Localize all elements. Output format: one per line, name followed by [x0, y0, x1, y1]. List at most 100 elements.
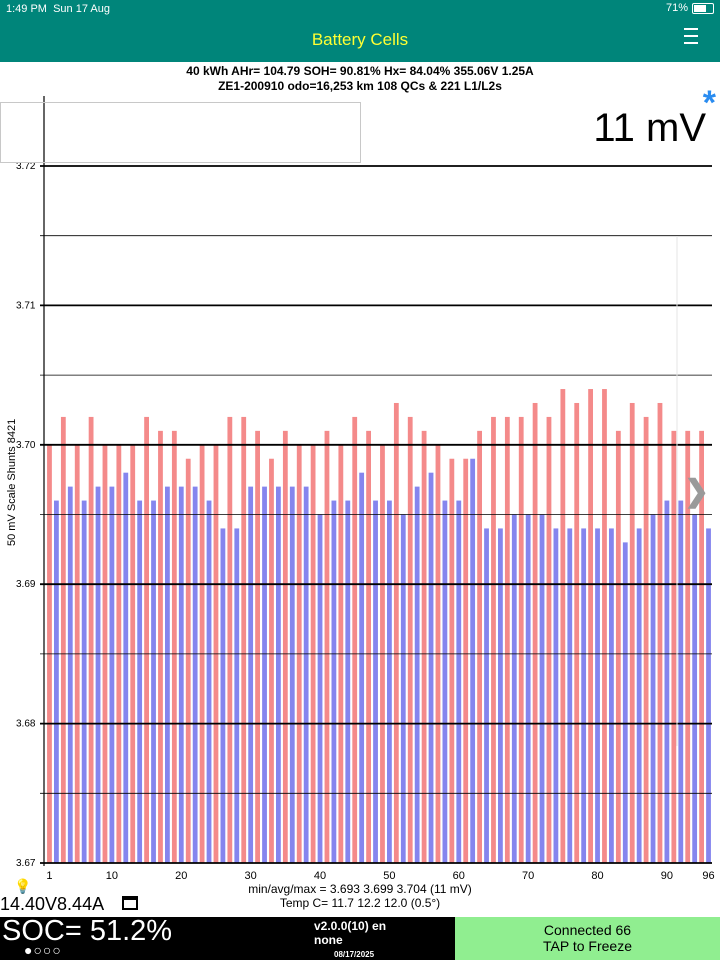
- hamburger-menu-icon[interactable]: [684, 28, 698, 48]
- cell-bar: [650, 514, 656, 863]
- cell-bar: [504, 416, 510, 863]
- next-chevron-icon[interactable]: ❯: [684, 475, 710, 508]
- cell-bar: [470, 458, 476, 863]
- cell-bar: [95, 486, 101, 863]
- cell-bar: [387, 500, 392, 863]
- lightbulb-icon[interactable]: 💡: [14, 878, 32, 894]
- cell-bar: [407, 416, 413, 863]
- x-tick-label: 10: [106, 870, 118, 882]
- cell-bar: [491, 416, 496, 863]
- y-tick-label: 3.67: [16, 858, 36, 869]
- cell-bar: [511, 514, 517, 863]
- cell-bar: [303, 486, 309, 863]
- cell-bar: [518, 416, 524, 863]
- cell-bar: [123, 472, 129, 863]
- legend-box: [0, 102, 361, 163]
- cell-bar: [60, 416, 66, 863]
- cell-bar: [546, 416, 552, 863]
- status-bar: 1:49 PM Sun 17 Aug 71%: [0, 0, 720, 18]
- cell-bar: [581, 528, 587, 863]
- cell-stats-line: min/avg/max = 3.693 3.699 3.704 (11 mV): [248, 882, 472, 896]
- y-tick-label: 3.72: [16, 161, 36, 172]
- cell-bar: [393, 402, 399, 863]
- cell-bar: [657, 402, 663, 863]
- cell-bar: [553, 528, 559, 863]
- header-info-line-1: 40 kWh AHr= 104.79 SOH= 90.81% Hx= 84.04…: [186, 64, 534, 78]
- cell-bar: [414, 486, 420, 863]
- cell-bar: [498, 528, 503, 863]
- cell-bar: [428, 472, 434, 863]
- cell-bar: [109, 486, 115, 863]
- battery-icon: [692, 2, 714, 14]
- cell-bar: [234, 528, 240, 863]
- soc-value: SOC= 51.2%: [2, 915, 173, 947]
- cell-bar: [185, 458, 191, 863]
- cell-bar: [629, 402, 635, 863]
- cell-bar: [456, 500, 462, 863]
- x-tick-label: 70: [522, 870, 534, 882]
- cell-bar: [262, 486, 267, 863]
- cell-bar: [192, 486, 198, 863]
- x-tick-label: 50: [383, 870, 395, 882]
- cell-bar: [88, 416, 94, 863]
- date-text: 08/17/2025: [334, 950, 375, 959]
- cell-bar: [615, 430, 621, 863]
- cell-bar: [54, 500, 59, 863]
- x-tick-label: 20: [175, 870, 187, 882]
- header-info-line-2: ZE1-200910 odo=16,253 km 108 QCs & 221 L…: [218, 79, 502, 93]
- calendar-icon[interactable]: [122, 896, 138, 910]
- cell-voltage-chart[interactable]: 3.67 3.68 3.69 3.70 3.71 3.72 1 10 20 30 40 50 60 70 8…: [0, 0, 720, 882]
- none-text: none: [314, 933, 343, 947]
- nav-bar: Battery Cells: [0, 18, 720, 62]
- cell-bar: [609, 528, 614, 863]
- x-tick-label: 96: [702, 870, 714, 882]
- page-dots[interactable]: ●○○○: [24, 942, 62, 958]
- cell-bar: [442, 500, 448, 863]
- connected-status: Connected 66: [543, 922, 632, 938]
- soc-panel[interactable]: SOC= 51.2% ●○○○: [0, 915, 300, 960]
- cell-bar: [220, 528, 226, 863]
- cell-bar: [276, 486, 281, 863]
- cell-bar: [477, 430, 482, 863]
- cell-bar: [664, 500, 670, 863]
- x-tick-label: 40: [314, 870, 326, 882]
- cell-bar: [178, 486, 184, 863]
- cell-bar: [165, 486, 170, 863]
- y-tick-label: 3.71: [16, 300, 36, 311]
- cell-bar: [352, 416, 358, 863]
- cell-bar: [282, 430, 288, 863]
- x-tick-label: 30: [245, 870, 257, 882]
- cell-bar: [706, 528, 711, 863]
- cell-bar: [636, 528, 642, 863]
- cell-bar: [595, 528, 600, 863]
- version-panel: v2.0.0(10) en none 08/17/2025: [300, 917, 455, 960]
- cell-bar: [269, 458, 274, 863]
- y-axis-label: 50 mV Scale Shunts 8421: [6, 418, 18, 546]
- cell-bar: [317, 514, 323, 863]
- cell-bar: [532, 402, 538, 863]
- cell-bar: [241, 416, 247, 863]
- cell-bar: [289, 486, 295, 863]
- cell-bar: [158, 430, 163, 863]
- cell-bar: [67, 486, 73, 863]
- cell-bar: [678, 500, 684, 863]
- cell-bar: [206, 500, 212, 863]
- settings-asterisk-button[interactable]: *: [702, 84, 716, 122]
- y-tick-label: 3.68: [16, 719, 36, 730]
- cell-bar: [560, 389, 566, 863]
- cell-bar: [400, 514, 406, 863]
- cell-bar: [227, 416, 233, 863]
- battery-percent: 71%: [665, 2, 688, 14]
- aux-voltage-current: 14.40V8.44A: [0, 894, 105, 914]
- cell-bar: [685, 430, 691, 863]
- temp-stats-line: Temp C= 11.7 12.2 12.0 (0.5°): [279, 896, 441, 910]
- cell-bar: [366, 430, 371, 863]
- cell-bar: [81, 500, 87, 863]
- x-tick-label: 60: [453, 870, 465, 882]
- cell-bar: [359, 472, 365, 863]
- cell-bar: [345, 500, 351, 863]
- status-time: 1:49 PM Sun 17 Aug: [6, 3, 110, 15]
- cell-bar: [671, 430, 677, 863]
- connect-freeze-button[interactable]: Connected 66 TAP to Freeze: [455, 917, 720, 960]
- cell-bar: [137, 500, 143, 863]
